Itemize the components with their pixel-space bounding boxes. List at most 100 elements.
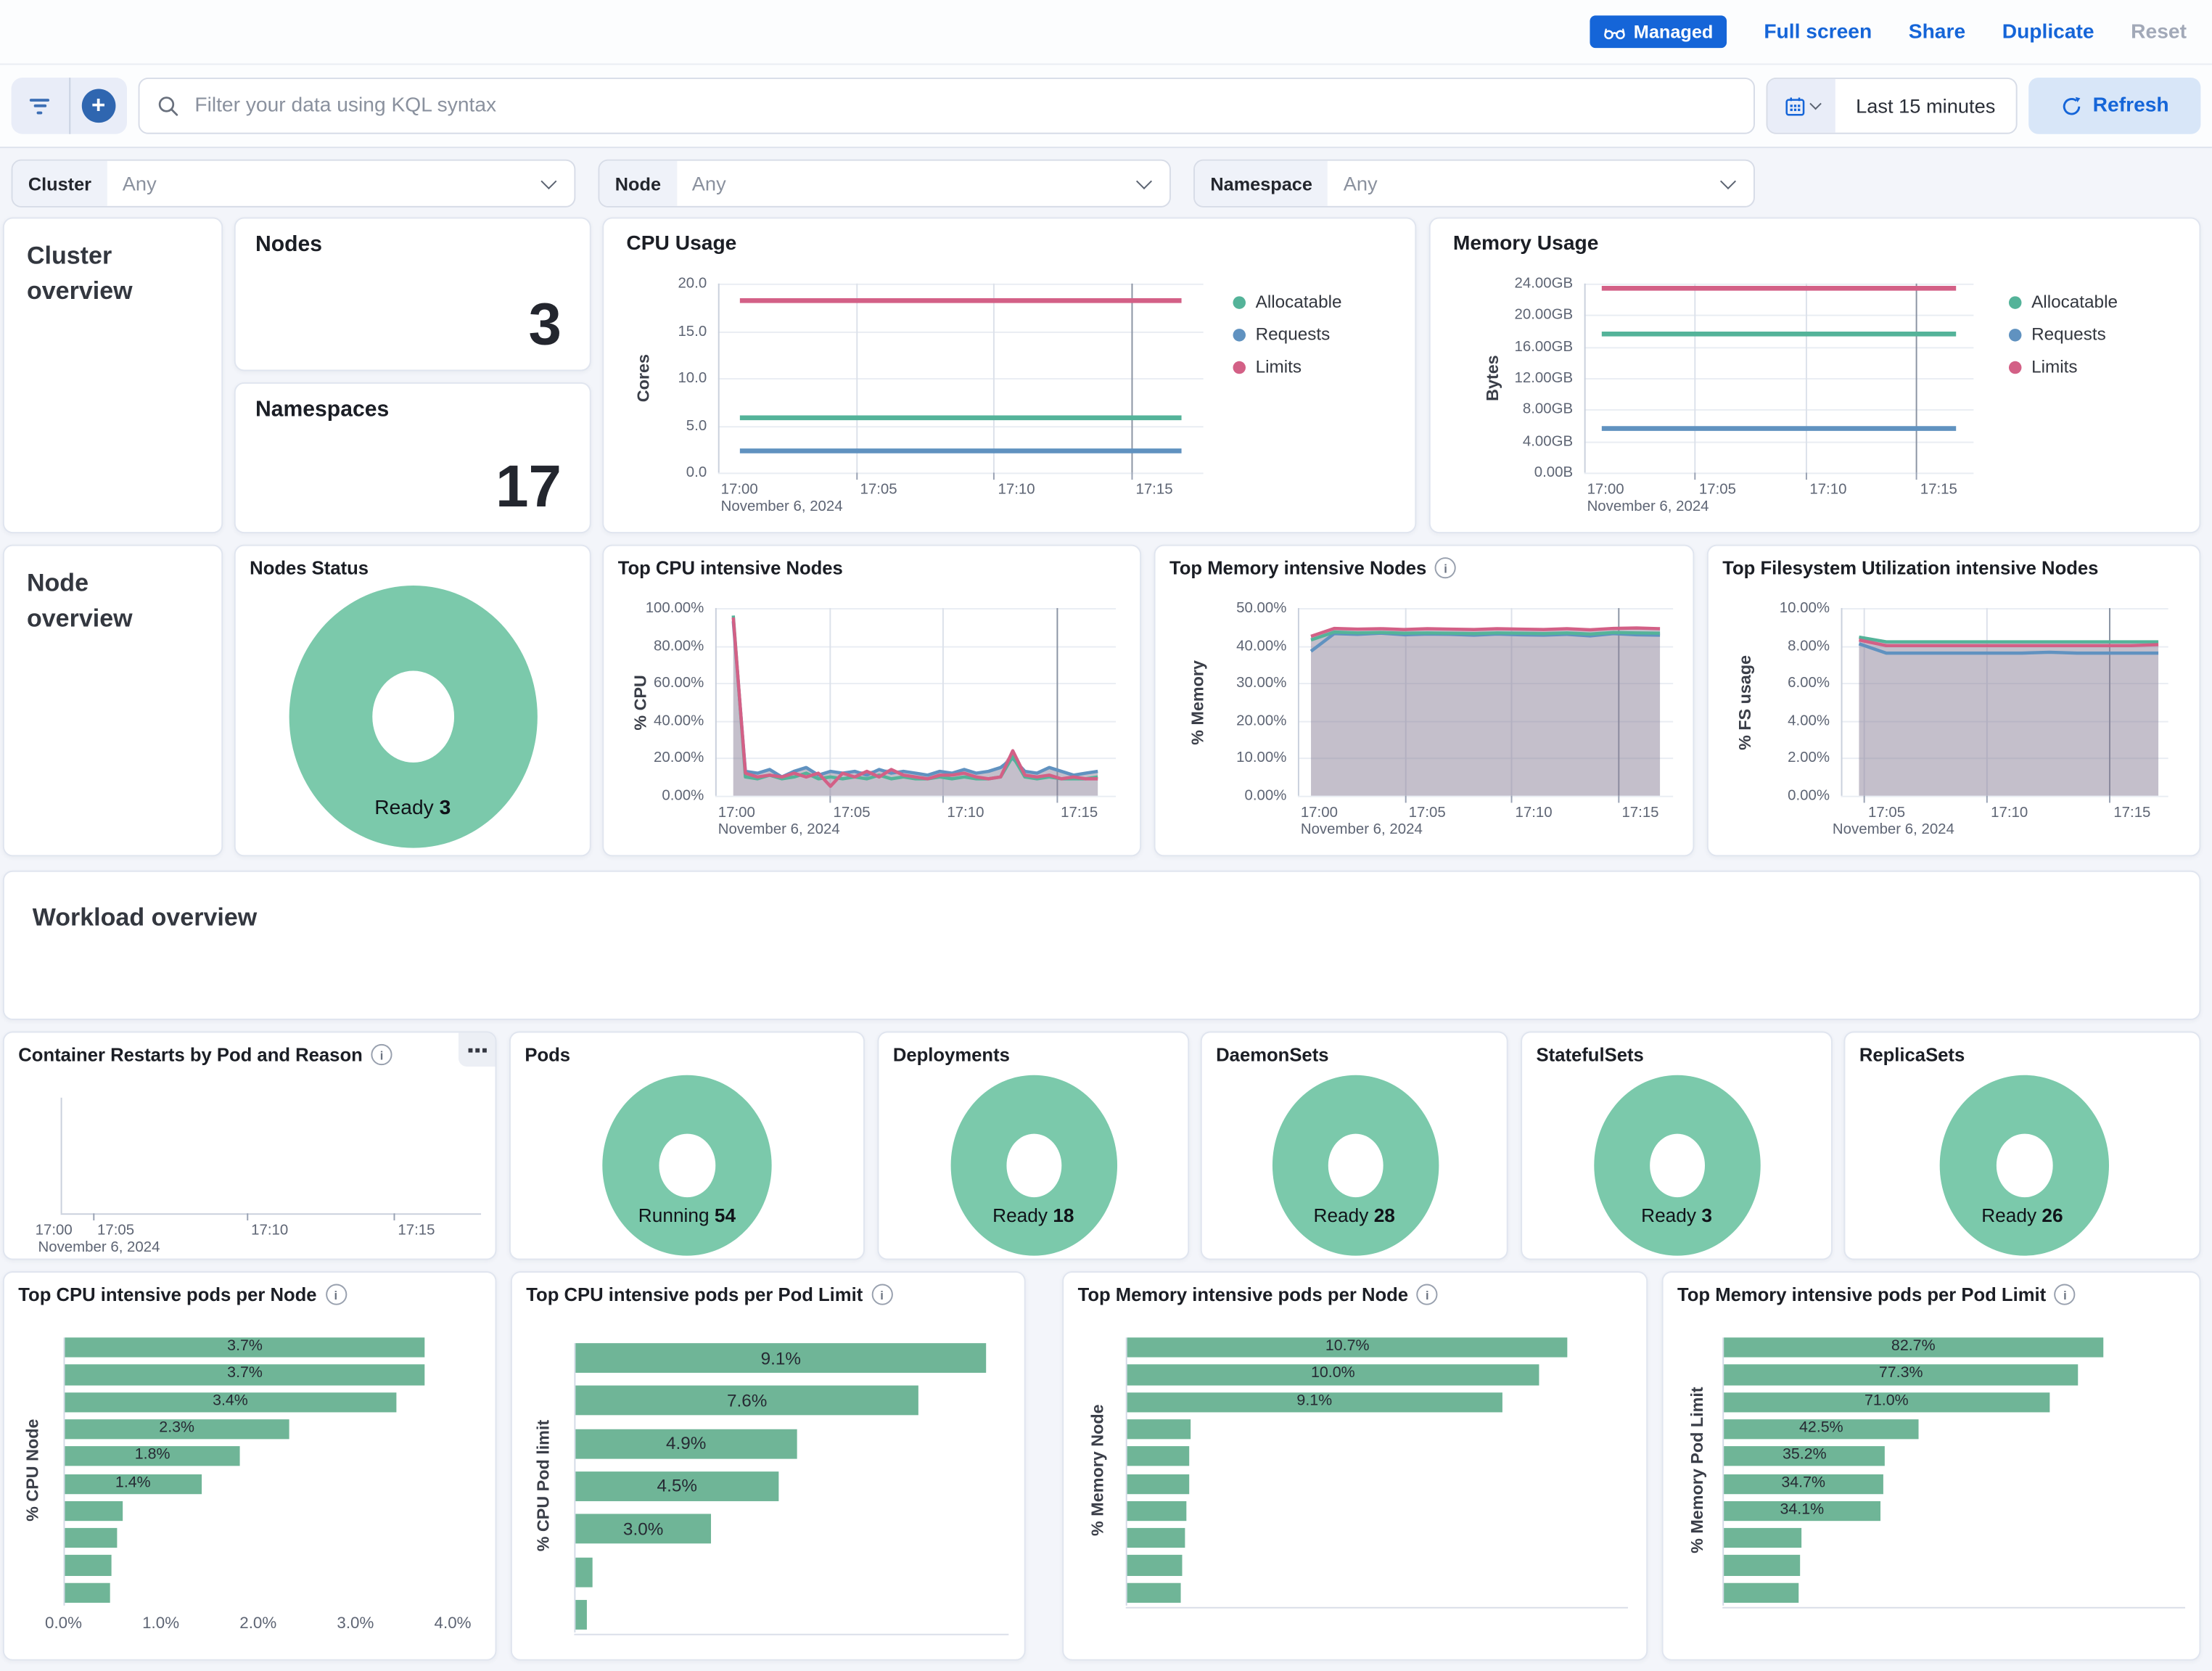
x-axis-tick-label: 17:15 xyxy=(1061,804,1098,821)
x-axis-tick xyxy=(1404,795,1406,803)
info-icon[interactable]: i xyxy=(325,1284,347,1305)
bar[interactable] xyxy=(1724,1582,1799,1603)
y-axis-tick-label: 40.00% xyxy=(1236,637,1287,654)
nodes-status-donut[interactable] xyxy=(289,585,538,848)
refresh-button[interactable]: Refresh xyxy=(2028,77,2201,134)
cpu-usage-panel: CPU Usage Cores 0.0 5.0 10.0 15.0 20.0 17:00 17… xyxy=(602,217,1417,534)
bar-value-label: 2.3% xyxy=(159,1419,195,1437)
legend-item[interactable]: Limits xyxy=(1255,356,1302,377)
x-axis-tick xyxy=(1986,795,1989,803)
deployments-donut[interactable] xyxy=(950,1075,1118,1256)
bar[interactable] xyxy=(575,1428,797,1458)
reset-button[interactable]: Reset xyxy=(2131,20,2187,44)
bar[interactable] xyxy=(1127,1528,1185,1548)
bar[interactable] xyxy=(1724,1392,2049,1413)
legend-item[interactable]: Requests xyxy=(2031,324,2106,345)
bar[interactable] xyxy=(65,1392,396,1413)
y-axis-tick-label: 10.0 xyxy=(678,369,707,387)
x-axis-tick-label: 17:10 xyxy=(998,481,1035,498)
bar[interactable] xyxy=(575,1514,711,1544)
bar[interactable] xyxy=(1724,1474,1883,1494)
bar[interactable] xyxy=(65,1418,289,1440)
legend-item[interactable]: Allocatable xyxy=(2031,292,2118,312)
top-fs-nodes-plot[interactable] xyxy=(1841,608,2168,796)
bar[interactable] xyxy=(1127,1555,1183,1576)
managed-badge[interactable]: Managed xyxy=(1590,15,1727,49)
bar[interactable] xyxy=(1724,1555,1800,1576)
replicasets-donut[interactable] xyxy=(1939,1075,2110,1256)
legend-item[interactable]: Limits xyxy=(2031,356,2078,377)
bar[interactable] xyxy=(65,1337,425,1358)
bar[interactable] xyxy=(1127,1474,1189,1494)
bar[interactable] xyxy=(575,1386,918,1416)
y-axis-title: % FS usage xyxy=(1735,654,1755,750)
info-icon[interactable]: i xyxy=(871,1284,893,1305)
bar[interactable] xyxy=(65,1364,425,1385)
nodes-status-title: Nodes Status xyxy=(250,557,369,579)
bar[interactable] xyxy=(1724,1446,1886,1467)
y-axis-tick-label: 20.00GB xyxy=(1514,306,1574,324)
bar[interactable] xyxy=(1724,1364,2079,1385)
replicasets-panel: ReplicaSets Ready 26 xyxy=(1843,1031,2201,1260)
bar[interactable] xyxy=(1724,1337,2103,1358)
memory-usage-plot[interactable] xyxy=(1584,284,1974,473)
info-icon[interactable]: i xyxy=(1416,1284,1438,1305)
node-filter-dropdown[interactable]: Node Any xyxy=(598,159,1171,208)
info-icon[interactable]: i xyxy=(1434,557,1457,579)
statefulsets-donut[interactable] xyxy=(1594,1075,1761,1256)
bar[interactable] xyxy=(65,1446,240,1467)
top-cpu-nodes-title: Top CPU intensive Nodes xyxy=(617,557,843,579)
bar[interactable] xyxy=(65,1500,123,1522)
top-cpu-nodes-plot[interactable] xyxy=(715,608,1116,796)
calendar-menu[interactable] xyxy=(1767,78,1835,133)
bar[interactable] xyxy=(65,1555,112,1576)
duplicate-button[interactable]: Duplicate xyxy=(2002,20,2094,44)
info-icon[interactable]: i xyxy=(371,1043,392,1066)
bar[interactable] xyxy=(1724,1418,1919,1440)
daemonsets-donut[interactable] xyxy=(1272,1075,1439,1256)
bar[interactable] xyxy=(65,1528,118,1548)
x-axis-line xyxy=(60,1213,482,1215)
cluster-filter-dropdown[interactable]: Cluster Any xyxy=(11,159,576,208)
saved-query-menu-button[interactable] xyxy=(12,77,70,134)
x-axis-tick xyxy=(1056,795,1058,803)
glasses-icon xyxy=(1604,28,1625,39)
bar[interactable] xyxy=(1724,1500,1880,1522)
cpu-usage-plot[interactable] xyxy=(718,284,1204,473)
legend-item[interactable]: Allocatable xyxy=(1255,292,1342,312)
top-memory-nodes-plot[interactable] xyxy=(1298,608,1673,796)
bar[interactable] xyxy=(1127,1582,1181,1603)
bar[interactable] xyxy=(1127,1392,1502,1413)
bar[interactable] xyxy=(1724,1528,1802,1548)
kql-search-box xyxy=(138,77,1755,134)
namespace-filter-dropdown[interactable]: Namespace Any xyxy=(1193,159,1755,208)
bar[interactable] xyxy=(65,1474,202,1494)
bar[interactable] xyxy=(1127,1364,1539,1385)
pods-donut[interactable] xyxy=(602,1075,772,1256)
legend-item[interactable]: Requests xyxy=(1255,324,1331,345)
y-axis-tick-label: 4.00GB xyxy=(1522,432,1574,450)
bar[interactable] xyxy=(1127,1500,1187,1522)
x-axis-tick xyxy=(393,1213,395,1220)
gridline xyxy=(718,472,1204,475)
bar[interactable] xyxy=(575,1556,593,1587)
daemonsets-panel: DaemonSets Ready 28 xyxy=(1200,1031,1508,1260)
y-axis-line xyxy=(1125,1337,1127,1606)
x-axis-tick xyxy=(1805,472,1807,480)
bar[interactable] xyxy=(1127,1337,1568,1358)
time-range-picker[interactable]: Last 15 minutes xyxy=(1766,77,2018,134)
bar[interactable] xyxy=(1127,1418,1191,1440)
full-screen-button[interactable]: Full screen xyxy=(1764,20,1872,44)
panel-options-button[interactable] xyxy=(458,1032,496,1067)
bar[interactable] xyxy=(1127,1446,1189,1467)
kql-search-input[interactable] xyxy=(192,93,1737,119)
bar[interactable] xyxy=(575,1599,588,1630)
bar[interactable] xyxy=(575,1471,779,1501)
share-button[interactable]: Share xyxy=(1908,20,1966,44)
bar[interactable] xyxy=(65,1582,111,1603)
bar[interactable] xyxy=(575,1343,987,1373)
info-icon[interactable]: i xyxy=(2054,1284,2076,1305)
bar-value-label: 1.4% xyxy=(115,1474,151,1491)
legend-dot xyxy=(1233,296,1246,309)
add-filter-button[interactable]: + xyxy=(70,78,127,134)
